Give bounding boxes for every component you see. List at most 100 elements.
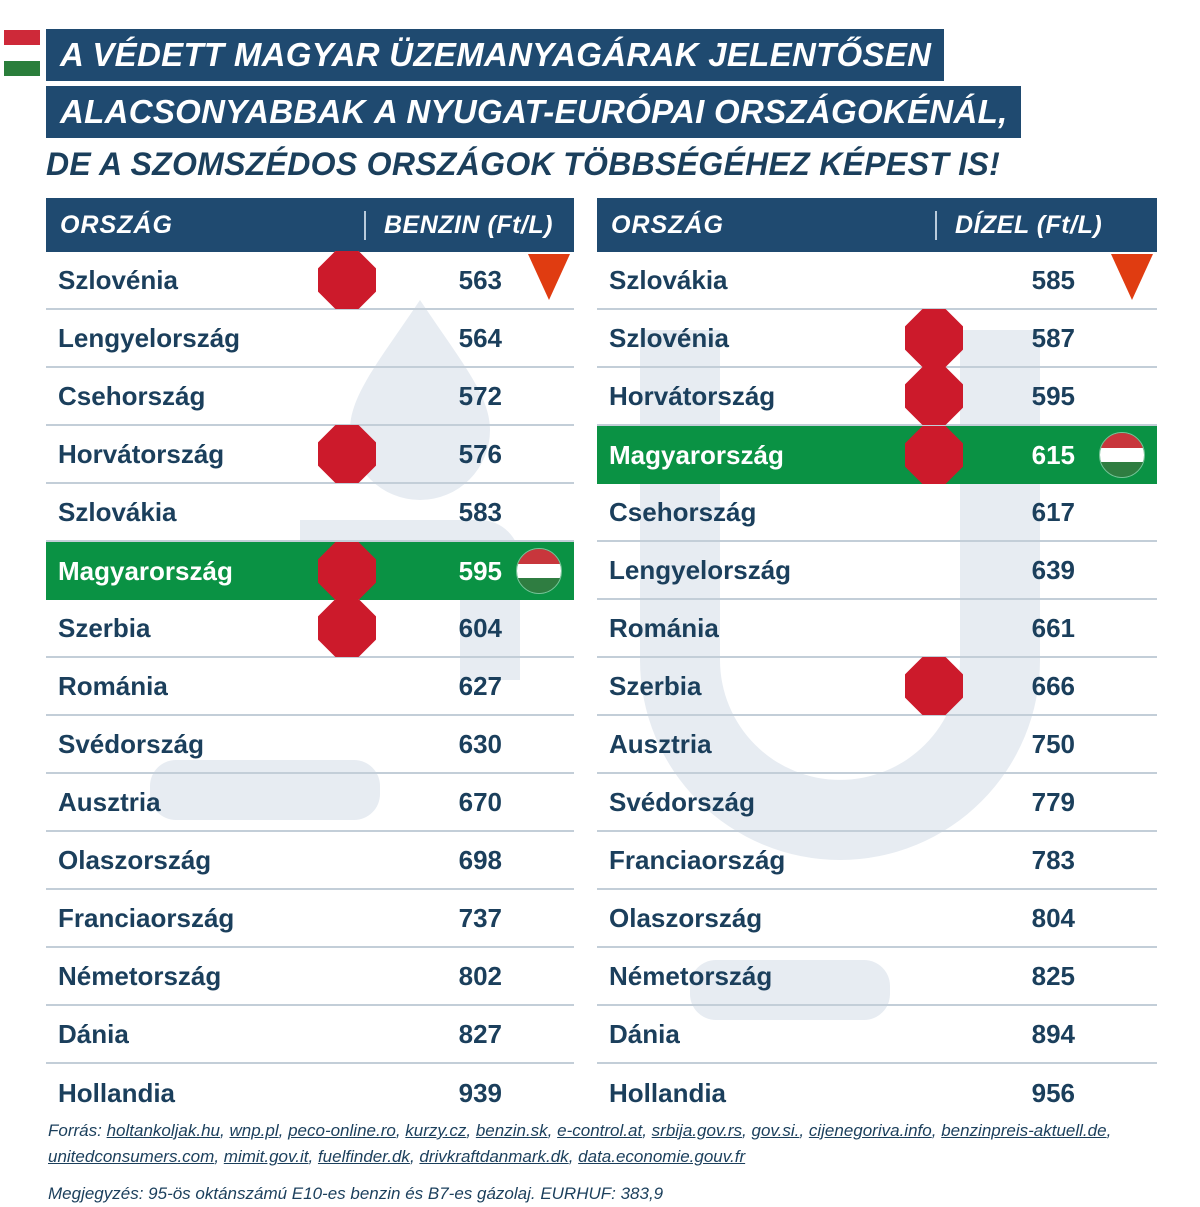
table-row: Lengyelország 564 xyxy=(46,310,574,368)
cell-country: Olaszország xyxy=(58,844,212,875)
cell-country: Hollandia xyxy=(58,1077,176,1108)
cell-country: Horvátország xyxy=(58,438,225,469)
cell-country: Csehország xyxy=(58,380,206,411)
cell-value: 804 xyxy=(1031,902,1075,933)
table-row: Lengyelország 639 xyxy=(597,542,1157,600)
source-link[interactable]: srbija.gov.rs xyxy=(651,1121,743,1140)
source-line: Forrás: holtankoljak.hu, wnp.pl, peco-on… xyxy=(48,1118,1178,1171)
table-benzin: ORSZÁG BENZIN (Ft/L) Szlovénia 563 Lengyel… xyxy=(46,198,574,1122)
source-link[interactable]: holtankoljak.hu xyxy=(106,1121,220,1140)
cell-country: Horvátország xyxy=(609,380,776,411)
cell-country: Svédország xyxy=(609,786,755,817)
table-row: Olaszország 804 xyxy=(597,890,1157,948)
table-row: Dánia 827 xyxy=(46,1006,574,1064)
cell-country: Hollandia xyxy=(609,1077,727,1108)
table-row: Franciaország 737 xyxy=(46,890,574,948)
stop-sign-octagon-icon xyxy=(905,426,963,484)
cell-country: Szlovákia xyxy=(609,264,728,295)
table-row: Horvátország 576 xyxy=(46,425,574,484)
cell-value: 564 xyxy=(458,322,502,353)
cell-value: 670 xyxy=(458,786,502,817)
cell-value: 585 xyxy=(1031,264,1075,295)
column-header-country: ORSZÁG xyxy=(60,210,173,239)
cell-country: Lengyelország xyxy=(609,554,792,585)
cell-value: 802 xyxy=(458,960,502,991)
cell-value: 576 xyxy=(458,438,502,469)
column-header-value: DÍZEL (Ft/L) xyxy=(935,210,1157,240)
source-link[interactable]: peco-online.ro xyxy=(288,1121,396,1140)
table-row: Szlovénia 587 xyxy=(597,309,1157,368)
source-link[interactable]: benzin.sk xyxy=(475,1121,548,1140)
column-header-country: ORSZÁG xyxy=(611,210,724,239)
source-link[interactable]: gov.si. xyxy=(751,1121,800,1140)
source-link[interactable]: drivkraftdanmark.dk xyxy=(419,1147,569,1167)
cell-value: 604 xyxy=(458,612,502,643)
cell-country: Románia xyxy=(609,612,719,643)
source-link[interactable]: data.economie.gouv.fr xyxy=(578,1147,746,1167)
cell-value: 595 xyxy=(1031,380,1075,411)
cell-country: Dánia xyxy=(609,1018,680,1049)
source-link[interactable]: unitedconsumers.com xyxy=(48,1147,215,1167)
table-row: Svédország 630 xyxy=(46,716,574,774)
cell-country: Németország xyxy=(58,960,222,991)
title-line-1: A VÉDETT MAGYAR ÜZEMANYAGÁRAK JELENTŐSEN xyxy=(46,29,945,81)
table-row: Szlovákia 585 xyxy=(597,252,1157,310)
cell-country: Szerbia xyxy=(609,670,702,701)
cell-country: Lengyelország xyxy=(58,322,241,353)
table-row: Csehország 617 xyxy=(597,484,1157,542)
table-row: Szlovénia 563 xyxy=(46,251,574,310)
table-row: Ausztria 670 xyxy=(46,774,574,832)
subtitle: DE A SZOMSZÉDOS ORSZÁGOK TÖBBSÉGÉHEZ KÉP… xyxy=(46,146,1001,182)
hungary-flag-badge-icon xyxy=(516,548,562,594)
cell-country: Szerbia xyxy=(58,612,151,643)
footnote: Megjegyzés: 95-ös oktánszámú E10-es benz… xyxy=(48,1183,664,1203)
table-row: Szlovákia 583 xyxy=(46,484,574,542)
table-row: Olaszország 698 xyxy=(46,832,574,890)
table-row: Ausztria 750 xyxy=(597,716,1157,774)
cell-country: Románia xyxy=(58,670,168,701)
stop-sign-octagon-icon xyxy=(318,599,376,657)
source-link[interactable]: cijenegoriva.info xyxy=(808,1121,932,1140)
cell-value: 583 xyxy=(458,496,502,527)
cell-value: 779 xyxy=(1031,786,1075,817)
footer: Forrás: holtankoljak.hu, wnp.pl, peco-on… xyxy=(48,1118,1178,1207)
cell-country: Olaszország xyxy=(609,902,763,933)
cell-value: 939 xyxy=(458,1077,502,1108)
table-row: Szerbia 666 xyxy=(597,657,1157,716)
cell-value: 639 xyxy=(1031,554,1075,585)
table-row: Németország 825 xyxy=(597,948,1157,1006)
cell-value: 894 xyxy=(1031,1018,1075,1049)
cell-value: 750 xyxy=(1031,728,1075,759)
source-link[interactable]: kurzy.cz xyxy=(405,1121,467,1140)
cell-value: 827 xyxy=(458,1018,502,1049)
table-row: Hollandia 939 xyxy=(46,1064,574,1122)
table-row: Dánia 894 xyxy=(597,1006,1157,1064)
source-link[interactable]: mimit.gov.it xyxy=(223,1147,309,1167)
table-header-row: ORSZÁG BENZIN (Ft/L) xyxy=(46,198,574,252)
cell-value: 737 xyxy=(458,902,502,933)
down-arrow-icon xyxy=(528,254,570,300)
cell-value: 666 xyxy=(1031,670,1075,701)
cell-value: 617 xyxy=(1031,496,1075,527)
stop-sign-octagon-icon xyxy=(905,367,963,425)
down-arrow-icon xyxy=(1111,254,1153,300)
stop-sign-octagon-icon xyxy=(318,251,376,309)
table-row: Magyarország 615 xyxy=(597,426,1157,484)
table-row: Horvátország 595 xyxy=(597,367,1157,426)
hungary-flag-badge-icon xyxy=(1099,432,1145,478)
source-link[interactable]: fuelfinder.dk xyxy=(317,1147,410,1167)
stop-sign-octagon-icon xyxy=(318,542,376,600)
cell-country: Franciaország xyxy=(58,902,235,933)
cell-value: 630 xyxy=(458,728,502,759)
table-row: Németország 802 xyxy=(46,948,574,1006)
source-link[interactable]: wnp.pl xyxy=(229,1121,279,1140)
cell-value: 563 xyxy=(458,264,502,295)
cell-country: Csehország xyxy=(609,496,757,527)
cell-value: 825 xyxy=(1031,960,1075,991)
source-link[interactable]: e-control.at xyxy=(557,1121,643,1140)
title-line-2: ALACSONYABBAK A NYUGAT-EURÓPAI ORSZÁGOKÉ… xyxy=(46,86,1021,138)
cell-value: 661 xyxy=(1031,612,1075,643)
cell-value: 627 xyxy=(458,670,502,701)
table-dizel: ORSZÁG DÍZEL (Ft/L) Szlovákia 585 Szlovéni… xyxy=(597,198,1157,1122)
source-link[interactable]: benzinpreis-aktuell.de xyxy=(941,1121,1107,1140)
